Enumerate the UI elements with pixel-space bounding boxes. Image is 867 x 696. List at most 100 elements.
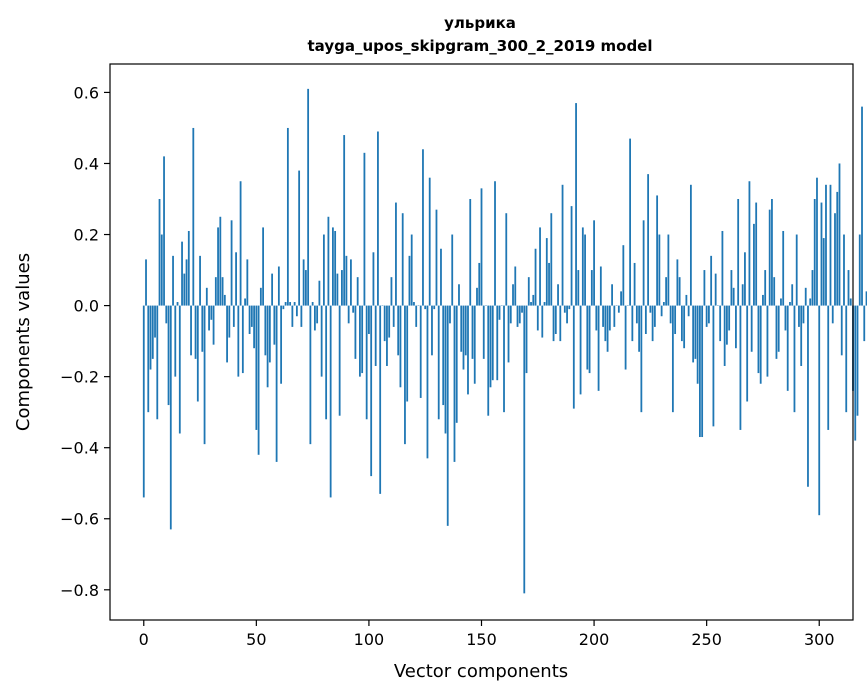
bar bbox=[505, 213, 508, 306]
bar bbox=[624, 305, 627, 370]
bar bbox=[834, 213, 836, 306]
bar bbox=[230, 220, 233, 306]
bar bbox=[527, 277, 530, 306]
bar bbox=[284, 302, 287, 306]
bar bbox=[831, 305, 834, 324]
bar bbox=[838, 163, 841, 306]
bar bbox=[843, 234, 845, 306]
bar bbox=[368, 305, 370, 334]
bar bbox=[408, 255, 411, 306]
bar bbox=[811, 270, 814, 306]
bar bbox=[768, 209, 771, 306]
bar bbox=[755, 202, 758, 306]
bar bbox=[523, 305, 526, 594]
bar bbox=[262, 227, 264, 306]
y-tick-label: −0.4 bbox=[60, 439, 99, 458]
bar bbox=[361, 305, 364, 374]
bar bbox=[160, 234, 163, 306]
bar bbox=[608, 305, 611, 331]
bar bbox=[543, 302, 546, 306]
bar bbox=[239, 181, 242, 306]
bar bbox=[286, 127, 289, 306]
bar bbox=[739, 305, 742, 430]
bar bbox=[264, 305, 267, 356]
bar bbox=[494, 181, 496, 306]
bar bbox=[219, 216, 222, 306]
bar bbox=[861, 106, 863, 306]
bar bbox=[491, 305, 494, 381]
bar bbox=[440, 248, 442, 306]
bar bbox=[453, 305, 456, 462]
bar bbox=[163, 156, 165, 306]
bar bbox=[282, 305, 285, 310]
bar bbox=[759, 305, 762, 384]
bar bbox=[721, 230, 724, 306]
bar bbox=[622, 245, 625, 306]
bar bbox=[604, 305, 607, 342]
bar bbox=[723, 305, 726, 366]
bar bbox=[620, 291, 622, 306]
bar bbox=[730, 270, 733, 306]
bar bbox=[847, 270, 850, 306]
bar bbox=[699, 305, 701, 438]
bar bbox=[464, 305, 467, 356]
bar bbox=[802, 305, 805, 324]
bar bbox=[813, 199, 816, 306]
bar bbox=[678, 277, 681, 306]
y-tick-label: 0.4 bbox=[74, 154, 99, 173]
bar bbox=[518, 305, 521, 324]
bar bbox=[692, 305, 695, 363]
bar bbox=[309, 305, 312, 445]
bar bbox=[521, 305, 523, 313]
bar bbox=[741, 284, 744, 306]
y-tick-label: 0.6 bbox=[74, 83, 99, 102]
bar bbox=[550, 213, 553, 306]
bar bbox=[782, 230, 785, 306]
bar bbox=[525, 305, 528, 374]
bar bbox=[223, 294, 226, 306]
bar bbox=[590, 270, 593, 306]
bar bbox=[226, 305, 228, 363]
bar bbox=[496, 305, 499, 381]
bar bbox=[354, 305, 357, 359]
bar bbox=[415, 305, 418, 327]
bar bbox=[413, 302, 415, 306]
bar bbox=[865, 291, 867, 306]
bar bbox=[248, 305, 251, 334]
bar bbox=[680, 305, 683, 342]
bar bbox=[534, 248, 537, 306]
bar bbox=[214, 277, 217, 306]
bar bbox=[773, 277, 776, 306]
bar bbox=[228, 305, 231, 338]
bar bbox=[694, 305, 697, 359]
bar bbox=[818, 305, 821, 516]
bar bbox=[241, 305, 244, 374]
bar bbox=[489, 305, 492, 388]
bar bbox=[277, 266, 280, 306]
bar bbox=[395, 202, 397, 306]
bar bbox=[399, 305, 402, 388]
bar bbox=[791, 284, 794, 306]
bar bbox=[390, 277, 393, 306]
bar bbox=[469, 199, 472, 306]
bar bbox=[210, 305, 213, 320]
bar bbox=[462, 305, 465, 370]
bar bbox=[480, 188, 483, 306]
bar bbox=[172, 255, 174, 306]
bar bbox=[854, 305, 857, 441]
y-tick-label: −0.8 bbox=[60, 581, 99, 600]
bar bbox=[192, 127, 195, 306]
bar bbox=[545, 238, 548, 306]
bar bbox=[174, 305, 177, 377]
bar bbox=[255, 305, 258, 430]
bar bbox=[386, 305, 388, 366]
bar bbox=[257, 305, 260, 455]
bar bbox=[498, 305, 501, 320]
bar bbox=[280, 305, 283, 384]
bar bbox=[487, 305, 490, 416]
bar bbox=[516, 305, 519, 327]
bar bbox=[766, 305, 769, 377]
bar bbox=[187, 230, 190, 306]
bar bbox=[338, 305, 341, 416]
bar bbox=[728, 305, 731, 331]
